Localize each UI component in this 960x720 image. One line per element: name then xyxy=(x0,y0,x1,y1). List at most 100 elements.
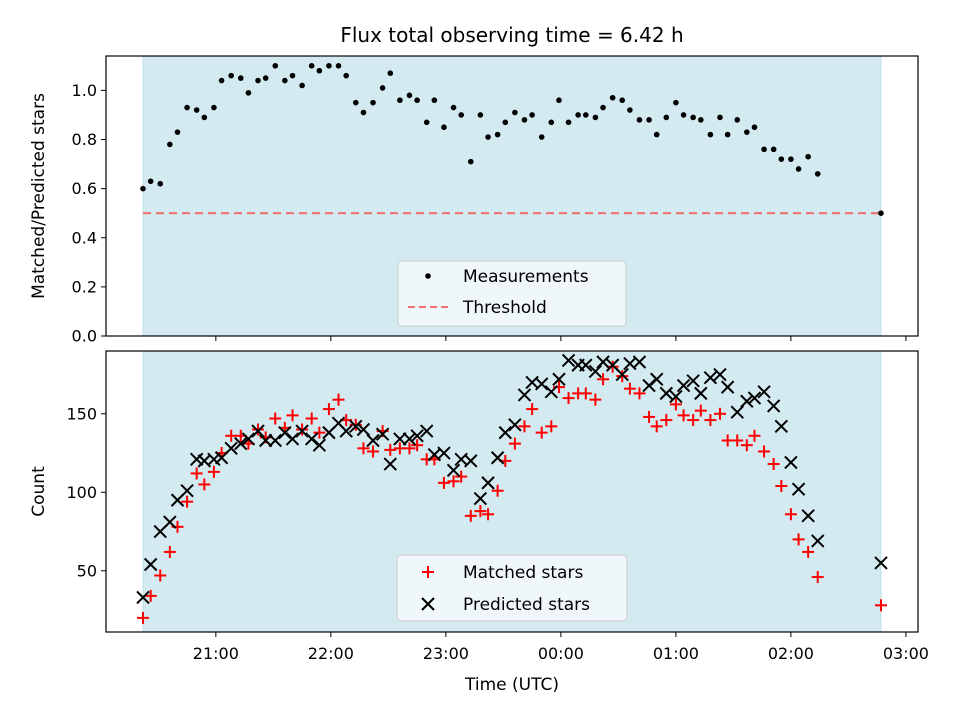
top-legend-box xyxy=(397,260,627,327)
x-tick-label: 00:00 xyxy=(538,644,584,663)
matched-star-point xyxy=(792,533,805,546)
y-tick-label: 50 xyxy=(77,561,97,580)
matched-star-point xyxy=(190,467,203,480)
measurement-point xyxy=(707,131,714,138)
matched-star-point xyxy=(643,410,656,423)
measurement-point xyxy=(406,92,413,99)
measurement-point xyxy=(441,124,447,131)
x-tick-label: 23:00 xyxy=(423,644,469,663)
bottom-y-axis-label: Count xyxy=(29,466,49,517)
predicted-star-point xyxy=(410,429,424,443)
matched-star-point xyxy=(775,480,788,493)
legend-measurements-label: Measurements xyxy=(463,267,589,287)
predicted-star-point xyxy=(791,482,806,496)
measurement-point xyxy=(272,63,279,69)
top-axes-frame xyxy=(105,55,919,337)
measurement-point xyxy=(237,75,244,81)
predicted-star-point xyxy=(241,432,256,446)
matched-star-point xyxy=(332,393,345,406)
measurement-point xyxy=(565,119,572,126)
predicted-star-point xyxy=(312,438,327,452)
predicted-star-point xyxy=(481,476,495,490)
matched-star-point xyxy=(181,495,194,508)
predicted-star-point xyxy=(811,534,825,548)
matched-star-point xyxy=(403,442,416,455)
matched-star-point xyxy=(740,439,753,452)
bottom-legend-box xyxy=(396,554,628,622)
matched-star-point xyxy=(784,508,797,521)
predicted-star-point xyxy=(143,557,158,572)
predicted-star-point xyxy=(740,394,754,408)
predicted-star-point xyxy=(535,377,549,391)
legend-threshold-label: Threshold xyxy=(462,298,547,318)
measurement-point xyxy=(600,104,606,111)
measurement-point xyxy=(335,63,342,69)
matched-star-point xyxy=(482,508,495,521)
measurement-point xyxy=(583,112,589,118)
measurement-point xyxy=(724,131,731,138)
measurement-point xyxy=(397,97,403,104)
predicted-star-point xyxy=(163,515,177,529)
legend-predicted-marker xyxy=(421,597,435,611)
predicted-star-point xyxy=(251,424,265,438)
predicted-star-point xyxy=(659,386,674,401)
measurement-point xyxy=(167,141,173,148)
measurement-point xyxy=(174,129,181,135)
predicted-star-point xyxy=(473,491,488,506)
matched-star-point xyxy=(758,445,771,458)
measurement-point xyxy=(627,107,633,113)
matched-star-point xyxy=(252,423,265,436)
x-tick-label: 21:00 xyxy=(193,644,239,663)
matched-star-point xyxy=(875,599,887,612)
measurement-point xyxy=(140,185,146,192)
y-tick-label: 100 xyxy=(66,483,97,502)
measurement-point xyxy=(575,112,581,118)
legend-measurements-marker xyxy=(425,273,431,279)
measurement-point xyxy=(299,82,305,89)
top-y-ticks: 0.0 0.2 0.4 0.6 0.8 1.0 xyxy=(72,81,106,346)
measurement-point xyxy=(778,156,785,162)
measurement-point xyxy=(485,134,491,140)
predicted-star-point xyxy=(720,380,735,394)
matched-star-point xyxy=(508,437,521,450)
matched-star-point xyxy=(137,611,149,624)
predicted-star-point xyxy=(757,385,771,399)
matched-star-point xyxy=(694,404,707,417)
predicted-star-point xyxy=(419,424,434,438)
measurement-point xyxy=(814,171,821,177)
measurement-point xyxy=(360,109,367,116)
matched-star-point xyxy=(447,475,460,488)
predicted-star-point xyxy=(383,457,397,471)
measurement-point xyxy=(316,67,323,74)
bottom-x-ticks: 21:00 22:00 23:00 00:00 01:00 02:00 03:00 xyxy=(193,632,929,663)
matched-star-point xyxy=(154,569,167,582)
measurement-point xyxy=(193,107,200,113)
measurement-point xyxy=(673,99,679,106)
matched-star-point xyxy=(207,465,220,478)
matched-star-point xyxy=(650,420,663,433)
measurement-point xyxy=(431,97,438,104)
measurement-point xyxy=(690,114,696,121)
predicted-star-point xyxy=(766,399,781,413)
matched-star-point xyxy=(464,509,477,522)
measurement-point xyxy=(502,119,509,126)
predicted-star-point xyxy=(402,432,417,446)
predicted-star-point xyxy=(669,389,683,404)
predicted-star-point xyxy=(694,386,708,401)
legend-predicted-label: Predicted stars xyxy=(463,595,590,615)
measurement-point xyxy=(680,112,687,118)
measurement-point xyxy=(423,119,430,126)
matched-star-point xyxy=(616,370,629,383)
matched-star-point xyxy=(589,393,602,406)
y-tick-label: 1.0 xyxy=(72,81,97,100)
measurement-point xyxy=(609,94,616,101)
measurement-point xyxy=(467,158,474,165)
matched-star-point xyxy=(677,409,690,422)
bottom-panel: 50 100 150 21:00 22:00 23:00 00:00 01:00 02:00 0… xyxy=(29,350,929,695)
x-tick-label: 22:00 xyxy=(308,644,354,663)
measurement-point xyxy=(538,134,545,140)
matched-star-point xyxy=(526,403,539,416)
measurement-point xyxy=(201,114,208,121)
predicted-star-point xyxy=(268,433,282,448)
